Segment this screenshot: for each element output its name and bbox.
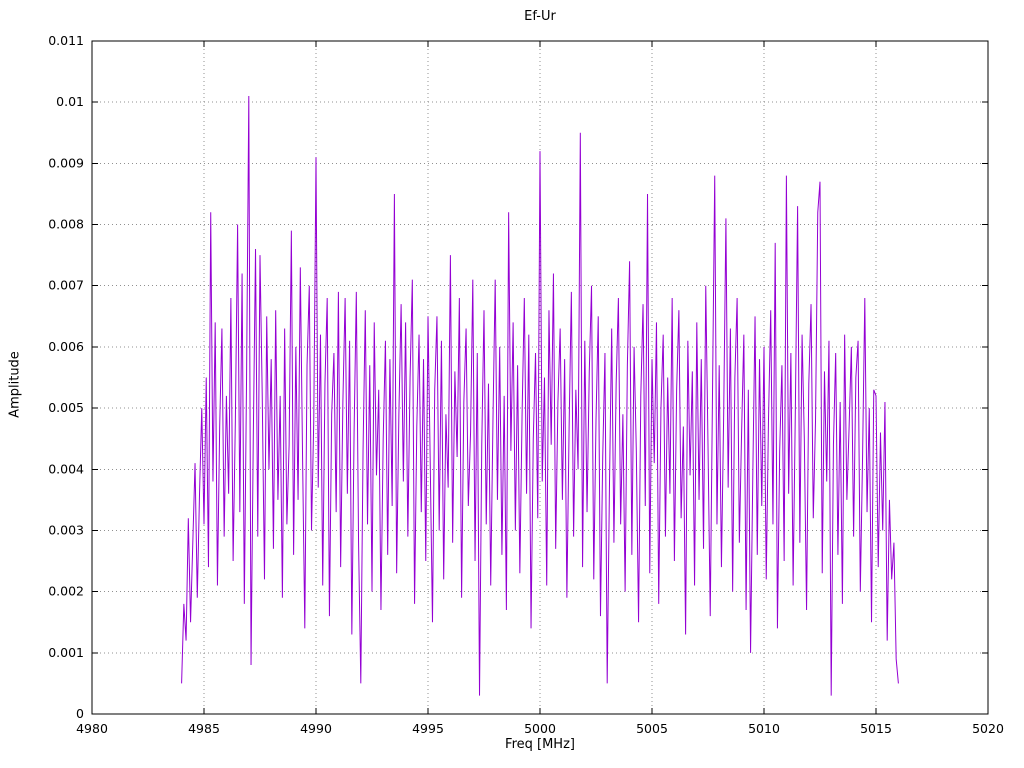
y-tick-label: 0.007 [48,278,84,293]
tick-marks [91,40,989,715]
y-tick-label: 0.001 [48,645,84,660]
x-tick-label: 4985 [188,721,220,736]
x-tick-label: 4995 [412,721,444,736]
y-tick-label: 0.003 [48,522,84,537]
y-tick-label: 0.008 [48,217,84,232]
y-axis-label: Amplitude [7,351,23,418]
y-tick-label: 0.004 [48,461,84,476]
chart-title: Ef-Ur [524,9,556,24]
x-tick-label: 5005 [636,721,668,736]
x-tick-label: 5000 [524,721,556,736]
x-tick-label: 5020 [972,721,1004,736]
x-tick-label: 4980 [76,721,108,736]
y-tick-label: 0.005 [48,400,84,415]
y-tick-label: 0.011 [48,33,84,48]
grid [92,41,988,714]
tick-labels: 4980 4985 4990 4995 5000 5005 5010 5015 5020 0 0.0… [48,33,1004,736]
x-tick-label: 5015 [860,721,892,736]
x-axis-label: Freq [MHz] [505,737,575,752]
data-series-line [181,96,899,696]
y-tick-label: 0.01 [56,94,84,109]
y-tick-label: 0 [76,706,84,721]
x-tick-label: 5010 [748,721,780,736]
y-tick-label: 0.009 [48,155,84,170]
y-tick-label: 0.006 [48,339,84,354]
x-tick-label: 4990 [300,721,332,736]
y-tick-label: 0.002 [48,584,84,599]
